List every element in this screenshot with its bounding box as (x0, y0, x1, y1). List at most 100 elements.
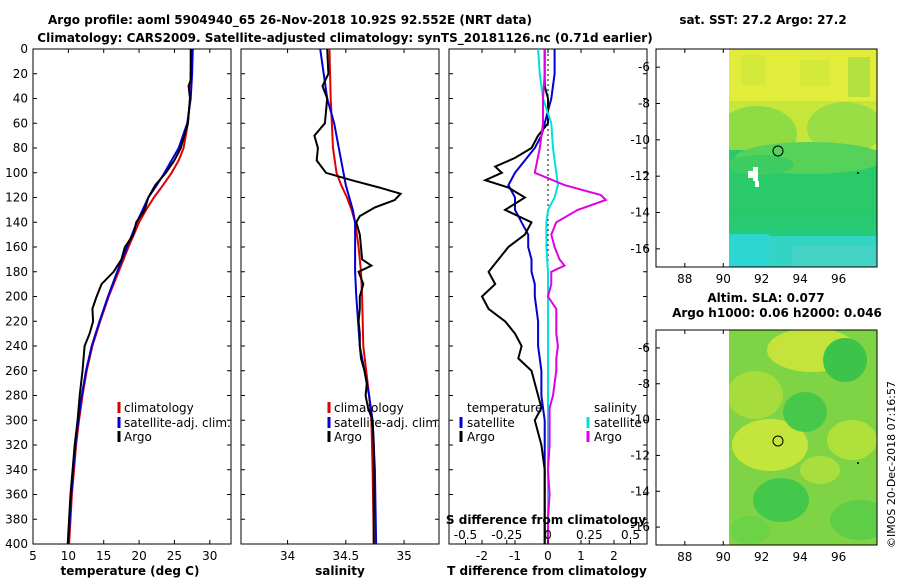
difference-xlabel: T difference from climatology (447, 564, 647, 578)
temperature-xlabel: temperature (deg C) (61, 564, 200, 578)
difference-x-tick-label: 0.25 (576, 528, 603, 542)
depth-tick-label: 280 (5, 389, 28, 403)
legend-temperature-heading: temperature (467, 401, 542, 415)
sla-map-lat-label: -6 (638, 341, 650, 355)
sst-map-lat-label: -6 (638, 60, 650, 74)
salinity-panel (240, 48, 440, 545)
temperature-x-tick-label: 15 (96, 549, 111, 563)
legend-t-argo: Argo (467, 430, 495, 444)
depth-tick-label: 300 (5, 413, 28, 427)
legend-t-satellite: satellite (467, 416, 515, 430)
sla-map-title-2: Argo h1000: 0.06 h2000: 0.046 (672, 306, 882, 320)
sla-map-lon-label: 88 (677, 550, 692, 564)
depth-tick-label: 40 (13, 92, 28, 106)
sla-map-lat-label: -16 (630, 520, 650, 534)
salinity-xlabel: salinity (315, 564, 365, 578)
sla-map-lon-label: 96 (831, 550, 846, 564)
legend-argo: Argo (334, 430, 362, 444)
legend-salinity-heading: salinity (594, 401, 637, 415)
sla-map-lon-label: 90 (716, 550, 731, 564)
sst-map-lon-label: 96 (831, 272, 846, 286)
sst-map-lat-label: -12 (630, 169, 650, 183)
depth-tick-label: 380 (5, 512, 28, 526)
sla-map-lat-label: -10 (630, 413, 650, 427)
sst-map-lon-label: 92 (754, 272, 769, 286)
sst-map-lat-label: -10 (630, 133, 650, 147)
sst-map-frame (655, 48, 878, 268)
depth-tick-label: 140 (5, 215, 28, 229)
temperature-series-argo (66, 49, 192, 545)
depth-tick-label: 180 (5, 265, 28, 279)
depth-tick-label: 340 (5, 463, 28, 477)
sla-map (729, 330, 877, 545)
sst-map-lon-label: 88 (677, 272, 692, 286)
legend-satellite-adj: satellite-adj. clim. (124, 416, 231, 430)
depth-tick-label: 400 (5, 537, 28, 551)
depth-tick-label: 320 (5, 438, 28, 452)
salinity-series-climatology (328, 48, 375, 545)
legend-climatology: climatology (334, 401, 404, 415)
depth-tick-label: 60 (13, 116, 28, 130)
difference-series-temperature-argo (480, 49, 549, 544)
salinity-x-tick-label: 34 (280, 549, 295, 563)
sst-map-title: sat. SST: 27.2 Argo: 27.2 (679, 13, 846, 27)
sla-map-lat-label: -8 (638, 377, 650, 391)
difference-x-tick-label: 0.5 (621, 528, 640, 542)
difference-top-label: S difference from climatology (446, 513, 646, 527)
difference-x-tick-label: 2 (610, 549, 618, 563)
watermark: ©IMOS 20-Dec-2018 07:16:57 (885, 381, 898, 548)
depth-tick-label: 260 (5, 364, 28, 378)
temperature-x-tick-label: 30 (202, 549, 217, 563)
title-line-2: Climatology: CARS2009. Satellite-adjuste… (37, 31, 652, 46)
sst-map-lat-label: -8 (638, 97, 650, 111)
salinity-series-satellite-adj-clim- (319, 48, 378, 545)
temperature-x-tick-label: 5 (29, 549, 37, 563)
difference-series-salinity-satellite (537, 48, 559, 544)
profile-curves (66, 48, 608, 545)
legend-s-argo: Argo (594, 430, 622, 444)
sst-map (729, 49, 877, 267)
legend-s-satellite: satellite (594, 416, 642, 430)
sst-map-lat-label: -14 (630, 206, 650, 220)
temperature-series-climatology (68, 48, 193, 545)
sst-map-lon-label: 90 (716, 272, 731, 286)
sla-map-lat-label: -14 (630, 484, 650, 498)
axis-ticks: 0204060801001201401601802002202402602803… (5, 42, 877, 564)
temperature-series-satellite-adj-clim- (67, 48, 194, 545)
difference-x-tick-label: 1 (577, 549, 585, 563)
temperature-legend: climatology satellite-adj. clim. Argo (117, 401, 231, 444)
sla-map-lat-label: -12 (630, 448, 650, 462)
legend-satellite-adj: satellite-adj. clim. (334, 416, 441, 430)
difference-x-tick-label: -0.5 (454, 528, 477, 542)
title-line-1: Argo profile: aoml 5904940_65 26-Nov-201… (48, 13, 532, 28)
difference-x-tick-label: 0 (544, 528, 552, 542)
depth-tick-label: 0 (20, 42, 28, 56)
depth-tick-label: 240 (5, 339, 28, 353)
sst-map-lat-label: -16 (630, 242, 650, 256)
sla-map-lon-label: 94 (792, 550, 807, 564)
salinity-x-tick-label: 35 (396, 549, 411, 563)
sst-map-lon-label: 94 (792, 272, 807, 286)
salinity-x-tick-label: 34.5 (332, 549, 359, 563)
depth-tick-label: 100 (5, 166, 28, 180)
depth-tick-label: 160 (5, 240, 28, 254)
temperature-x-tick-label: 20 (131, 549, 146, 563)
temperature-x-tick-label: 10 (61, 549, 76, 563)
difference-legend: temperature satellite Argo salinity sate… (459, 401, 642, 444)
depth-tick-label: 360 (5, 488, 28, 502)
difference-x-tick-label: -0.25 (491, 528, 522, 542)
depth-tick-label: 220 (5, 314, 28, 328)
difference-x-tick-label: 0 (544, 549, 552, 563)
difference-series-temperature-satellite (507, 49, 556, 544)
difference-x-tick-label: -1 (509, 549, 521, 563)
salinity-series-argo (313, 48, 403, 544)
sla-map-title-1: Altim. SLA: 0.077 (707, 291, 824, 305)
depth-tick-label: 20 (13, 67, 28, 81)
depth-tick-label: 80 (13, 141, 28, 155)
depth-tick-label: 120 (5, 191, 28, 205)
temperature-panel (32, 48, 232, 545)
legend-climatology: climatology (124, 401, 194, 415)
difference-series-salinity-argo (533, 49, 608, 544)
legend-argo: Argo (124, 430, 152, 444)
